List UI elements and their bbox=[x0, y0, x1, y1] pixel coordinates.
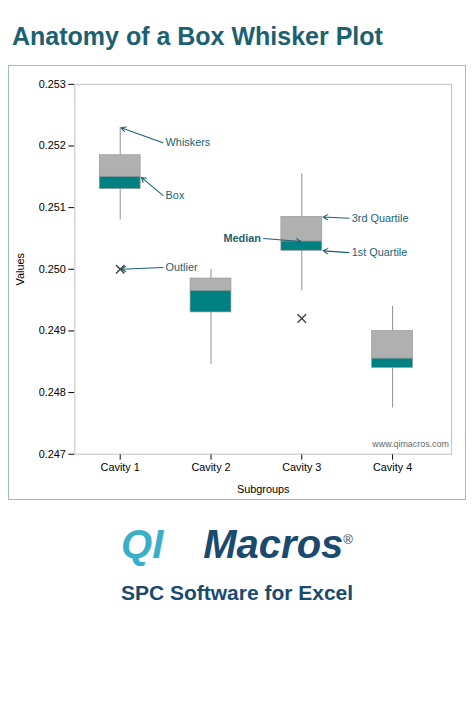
svg-text:0.248: 0.248 bbox=[39, 386, 66, 398]
svg-text:0.252: 0.252 bbox=[39, 139, 66, 151]
svg-text:Cavity 2: Cavity 2 bbox=[191, 461, 230, 473]
svg-text:1st Quartile: 1st Quartile bbox=[352, 246, 408, 258]
svg-text:Values: Values bbox=[14, 253, 26, 286]
html-text:Macros: Macros bbox=[203, 522, 344, 567]
svg-text:0.250: 0.250 bbox=[39, 263, 66, 275]
svg-text:Cavity 1: Cavity 1 bbox=[101, 461, 140, 473]
svg-text:Box: Box bbox=[166, 189, 185, 201]
svg-text:0.249: 0.249 bbox=[39, 324, 66, 336]
svg-text:Whiskers: Whiskers bbox=[166, 136, 211, 148]
html-text:SPC Software for Excel: SPC Software for Excel bbox=[120, 581, 354, 605]
svg-text:0.247: 0.247 bbox=[39, 448, 66, 460]
svg-text:3rd Quartile: 3rd Quartile bbox=[352, 212, 409, 224]
svg-text:www.qimacros.com: www.qimacros.com bbox=[371, 439, 449, 449]
svg-text:Subgroups: Subgroups bbox=[237, 483, 290, 495]
html-text:QI: QI bbox=[121, 522, 164, 567]
svg-text:Cavity 3: Cavity 3 bbox=[282, 461, 321, 473]
html-text:Anatomy of a Box Whisker Plot: Anatomy of a Box Whisker Plot bbox=[12, 22, 383, 50]
svg-text:Cavity 4: Cavity 4 bbox=[373, 461, 412, 473]
svg-text:0.251: 0.251 bbox=[39, 201, 66, 213]
svg-text:0.253: 0.253 bbox=[39, 78, 66, 90]
svg-text:Median: Median bbox=[224, 232, 261, 244]
svg-text:Outlier: Outlier bbox=[166, 261, 198, 273]
